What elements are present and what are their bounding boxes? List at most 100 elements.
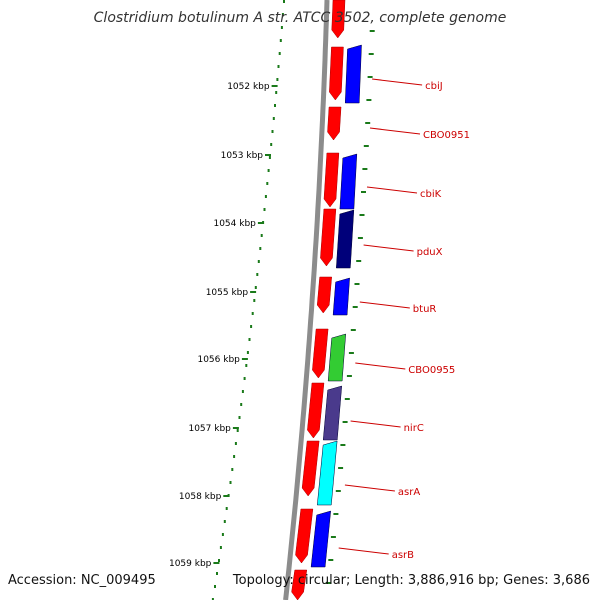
scale-label: 1052 kbp (227, 82, 270, 92)
gene-label-line (366, 186, 418, 194)
ruler-dot (245, 364, 248, 367)
outer-tick (352, 306, 358, 308)
gene-feature-red (329, 46, 344, 101)
gene-feature-red (291, 569, 308, 600)
outer-tick (369, 30, 375, 32)
scale-tick (223, 495, 230, 497)
ruler-dot (259, 247, 262, 250)
map-title: Clostridium botulinum A str. ATCC 3502, … (93, 10, 507, 26)
ruler-dot (276, 78, 279, 81)
gene-feature-btur (332, 277, 350, 316)
ruler-dot (270, 143, 273, 146)
gene-label-line (359, 301, 410, 309)
outer-tick (365, 122, 371, 124)
scale-tick (213, 562, 220, 564)
outer-tick (335, 490, 341, 492)
gene-label-cbij: cbiJ (425, 81, 443, 92)
gene-label-cbo0955: CBO0955 (408, 365, 455, 376)
ruler-dot (263, 208, 266, 211)
ruler-dot (231, 468, 234, 471)
ruler-dot (219, 546, 222, 549)
gene-feature-cbo0955 (327, 333, 347, 382)
scale-label: 1057 kbp (188, 424, 231, 434)
gene-feature-red (320, 208, 337, 267)
ruler-dot (278, 52, 281, 55)
scale-label: 1054 kbp (213, 219, 256, 229)
scale-label: 1055 kbp (206, 288, 249, 298)
ruler-dot (275, 91, 278, 94)
scale-label: 1053 kbp (221, 151, 264, 161)
outer-tick (356, 260, 362, 262)
outer-tick (325, 582, 331, 584)
ruler-dot (225, 507, 228, 510)
outer-tick (338, 467, 344, 469)
gene-feature-red (316, 276, 332, 314)
outer-tick (354, 283, 360, 285)
scale-tick (232, 427, 239, 429)
gene-label-asrb: asrB (392, 550, 414, 561)
gene-feature-red (331, 0, 346, 39)
gene-label-line (344, 484, 395, 492)
outer-tick (346, 375, 352, 377)
ruler-dot (229, 481, 232, 484)
ruler-dot (234, 442, 237, 445)
outer-tick (333, 513, 339, 515)
gene-label-cbik: cbiK (420, 189, 442, 200)
scale-tick (271, 85, 278, 87)
outer-tick (340, 444, 346, 446)
outer-tick (350, 329, 356, 331)
ruler-dot (264, 195, 267, 198)
ruler-dot (253, 299, 256, 302)
scale-tick (257, 222, 264, 224)
gene-feature-asra (316, 440, 338, 506)
ruler-dot (266, 182, 269, 185)
gene-feature-red (327, 106, 342, 141)
gene-label-btur: btuR (413, 304, 437, 315)
scale-tick (241, 358, 248, 360)
scale-label: 1056 kbp (197, 355, 240, 365)
ruler-dot (254, 286, 257, 289)
gene-feature-cbij (344, 44, 362, 104)
ruler-dot (233, 455, 236, 458)
gene-label-line (369, 127, 421, 135)
gene-label-pdux: pduX (417, 247, 443, 258)
ruler-dot (268, 156, 271, 159)
outer-tick (359, 214, 365, 216)
outer-tick (328, 559, 334, 561)
gene-label-line (355, 362, 406, 370)
genome-backbone (283, 0, 330, 600)
ruler-dot (274, 104, 276, 107)
gene-feature-red (307, 382, 325, 439)
gene-feature-nirc (322, 385, 343, 441)
ruler-dot (218, 559, 220, 562)
outer-tick (363, 145, 369, 147)
gene-label-asra: asrA (398, 487, 420, 498)
outer-tick (362, 168, 368, 170)
ruler-dot (238, 416, 241, 419)
ruler-dot (211, 598, 214, 600)
ruler-dot (260, 234, 263, 237)
topology-label: Topology: circular; Length: 3,886,916 bp… (232, 573, 590, 588)
ruler-dot (214, 585, 216, 588)
outer-tick (361, 191, 366, 193)
gene-feature-cbik (339, 153, 358, 210)
outer-tick (357, 237, 363, 239)
ruler-dot (250, 325, 253, 328)
ruler-dot (236, 429, 239, 432)
gene-feature-red (301, 440, 320, 497)
gene-label-line (338, 547, 389, 555)
ruler-dot (256, 273, 259, 276)
ruler-dot (223, 520, 226, 523)
outer-tick (344, 398, 350, 400)
gene-feature-asrb (310, 510, 331, 568)
scale-label: 1059 kbp (169, 559, 212, 569)
ruler-dot (241, 390, 244, 393)
gene-label-cbo0951: CBO0951 (423, 130, 470, 141)
ruler-dot (248, 338, 251, 341)
ruler-dot (257, 260, 260, 263)
ruler-dot (277, 65, 280, 68)
outer-tick (348, 352, 354, 354)
gene-feature-pdux (336, 209, 355, 269)
ruler-dot (243, 377, 246, 380)
